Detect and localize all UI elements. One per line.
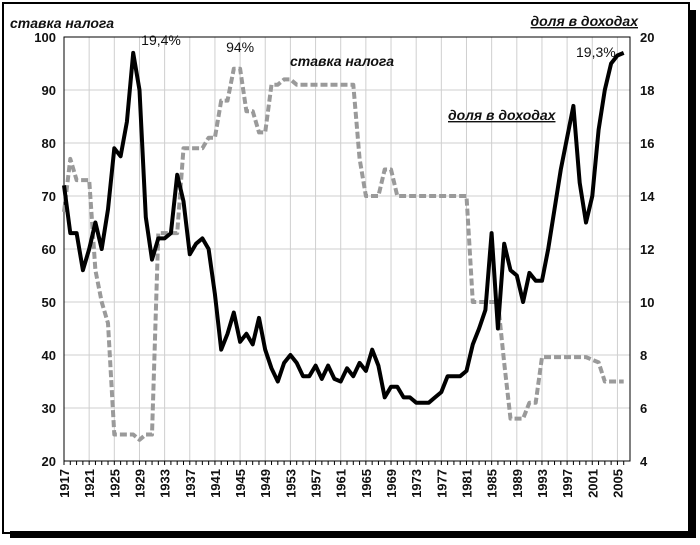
right-tick-label: 12 xyxy=(640,242,654,257)
x-tick-label: 1985 xyxy=(485,469,500,498)
series-income-share-line xyxy=(62,50,625,405)
x-tick-label: 2001 xyxy=(585,469,600,498)
x-tick-label: 1953 xyxy=(283,469,298,498)
series-label-income-share: доля в доходах xyxy=(448,107,557,123)
x-tick-label: 1917 xyxy=(57,469,72,498)
x-tick-label: 1965 xyxy=(359,469,374,498)
x-tick-label: 1989 xyxy=(510,469,525,498)
plot-border xyxy=(63,36,631,462)
labels-layer: 94% 19,4% 19,3% xyxy=(141,32,616,60)
x-tick-label: 1961 xyxy=(334,469,349,498)
x-tick-label: 1993 xyxy=(535,469,550,498)
x-tick-label: 1945 xyxy=(233,469,248,498)
data-label: 19,3% xyxy=(576,44,616,60)
left-tick-label: 100 xyxy=(34,30,56,45)
right-tick-label: 4 xyxy=(640,454,648,469)
right-tick-label: 16 xyxy=(640,136,654,151)
data-label: 94% xyxy=(226,39,254,55)
x-tick-label: 1949 xyxy=(258,469,273,498)
x-tick-label: 1937 xyxy=(183,469,198,498)
data-label: 19,4% xyxy=(141,32,181,48)
left-tick-label: 50 xyxy=(42,295,56,310)
left-tick-label: 20 xyxy=(42,454,56,469)
series-label-tax-rate: ставка налога xyxy=(290,53,394,69)
right-tick-label: 10 xyxy=(640,295,654,310)
left-tick-label: 90 xyxy=(42,83,56,98)
left-tick-label: 80 xyxy=(42,136,56,151)
x-tick-label: 1921 xyxy=(82,469,97,498)
chart-frame xyxy=(2,2,690,534)
right-tick-label: 20 xyxy=(640,30,654,45)
left-axis-title: ставка налога xyxy=(10,15,114,31)
x-tick-label: 1957 xyxy=(309,469,324,498)
x-tick-label: 1929 xyxy=(132,469,147,498)
x-tick-label: 1941 xyxy=(208,469,223,498)
frame-shadow-bottom xyxy=(10,531,696,538)
x-tick-label: 1977 xyxy=(434,469,449,498)
right-tick-label: 18 xyxy=(640,83,654,98)
x-tick-label: 2005 xyxy=(610,469,625,498)
left-tick-label: 30 xyxy=(42,401,56,416)
x-tick-label: 1981 xyxy=(459,469,474,498)
right-axis-title: доля в доходах xyxy=(531,13,640,29)
x-tick-label: 1997 xyxy=(560,469,575,498)
right-tick-label: 14 xyxy=(640,189,655,204)
left-tick-label: 40 xyxy=(42,348,56,363)
right-tick-label: 8 xyxy=(640,348,647,363)
right-tick-label: 6 xyxy=(640,401,647,416)
x-tick-label: 1933 xyxy=(158,469,173,498)
left-tick-label: 60 xyxy=(42,242,56,257)
x-tick-label: 1973 xyxy=(409,469,424,498)
left-tick-label: 70 xyxy=(42,189,56,204)
x-tick-label: 1925 xyxy=(107,469,122,498)
series-layer xyxy=(62,50,625,442)
series-tax-rate-line xyxy=(62,66,624,442)
frame-shadow-right xyxy=(689,10,696,535)
x-tick-label: 1969 xyxy=(384,469,399,498)
